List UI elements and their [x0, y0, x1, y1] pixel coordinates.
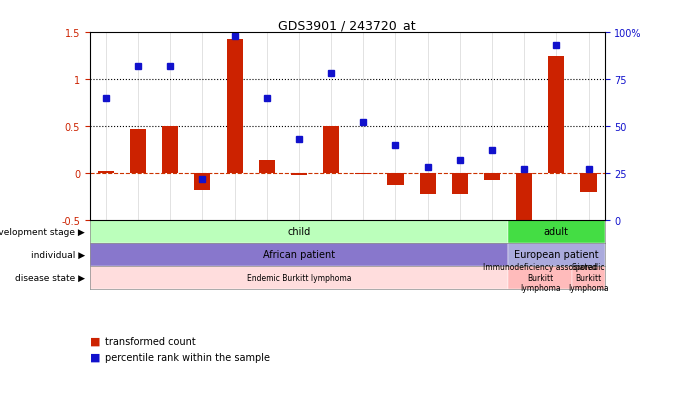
Text: child: child — [287, 227, 310, 237]
Text: ■: ■ — [90, 352, 104, 362]
Text: European patient: European patient — [514, 250, 598, 260]
Bar — [572, 266, 605, 289]
Bar — [130, 130, 146, 173]
Bar — [516, 173, 532, 225]
Bar — [90, 243, 508, 266]
Bar — [194, 173, 211, 190]
Text: Endemic Burkitt lymphoma: Endemic Burkitt lymphoma — [247, 273, 351, 282]
Bar — [508, 221, 605, 243]
Bar — [484, 173, 500, 180]
Text: transformed count: transformed count — [105, 336, 196, 346]
Bar — [291, 173, 307, 176]
Text: development stage ▶: development stage ▶ — [0, 228, 85, 236]
Text: Sporadic
Burkitt
lymphoma: Sporadic Burkitt lymphoma — [568, 263, 609, 292]
Bar — [508, 266, 572, 289]
Bar — [419, 173, 436, 194]
Bar — [580, 173, 596, 192]
Bar — [388, 173, 404, 186]
Bar — [549, 57, 565, 173]
Bar — [355, 173, 371, 175]
Bar — [258, 160, 275, 173]
Text: African patient: African patient — [263, 250, 335, 260]
Bar — [323, 127, 339, 173]
Text: Immunodeficiency associated
Burkitt
lymphoma: Immunodeficiency associated Burkitt lymp… — [483, 263, 597, 292]
Text: disease state ▶: disease state ▶ — [15, 273, 85, 282]
Bar — [162, 127, 178, 173]
Bar — [508, 243, 605, 266]
Text: percentile rank within the sample: percentile rank within the sample — [105, 352, 270, 362]
Title: GDS3901 / 243720_at: GDS3901 / 243720_at — [278, 19, 416, 32]
Bar — [98, 172, 114, 173]
Text: ■: ■ — [90, 336, 104, 346]
Text: individual ▶: individual ▶ — [30, 250, 85, 259]
Text: adult: adult — [544, 227, 569, 237]
Bar — [452, 173, 468, 194]
Bar — [227, 40, 243, 173]
Bar — [90, 221, 508, 243]
Bar — [90, 266, 508, 289]
